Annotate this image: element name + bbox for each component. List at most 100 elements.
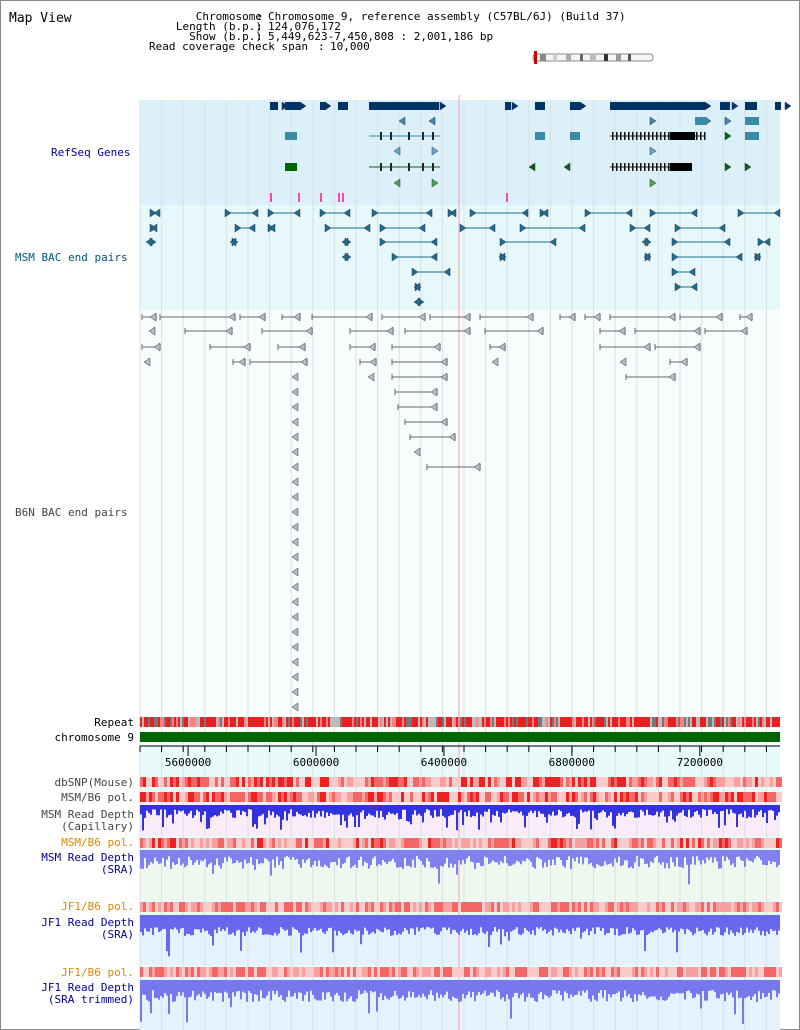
repeat-segment — [390, 717, 392, 727]
depth-bar — [472, 915, 474, 936]
depth-bar — [648, 915, 650, 934]
repeat-segment — [368, 717, 370, 727]
polymorphism-cell — [383, 902, 386, 912]
depth-bar — [702, 850, 704, 861]
depth-bar — [496, 850, 498, 863]
bac-end-arrow — [243, 342, 251, 352]
depth-bar — [656, 805, 658, 812]
depth-bar — [404, 980, 406, 1001]
depth-bar — [180, 850, 182, 866]
polymorphism-cell — [470, 902, 473, 912]
polymorphism-cell — [770, 967, 773, 977]
refseq-genes[interactable] — [270, 101, 792, 202]
depth-bar — [416, 850, 418, 857]
depth-bar — [676, 915, 678, 953]
depth-bar — [310, 980, 312, 991]
depth-bar — [554, 805, 556, 816]
polymorphism-cell — [323, 792, 326, 802]
depth-bar — [400, 915, 402, 935]
polymorphism-cell — [239, 792, 242, 802]
repeat-segment — [572, 717, 574, 727]
depth-bar — [536, 980, 538, 1002]
polymorphism-cell — [722, 838, 725, 848]
bac-end-arrow — [723, 237, 731, 247]
polymorphism-cell — [224, 777, 227, 787]
depth-bar — [302, 980, 304, 1001]
track-label-msm-depth-cap-sub: (Capillary) — [61, 820, 134, 833]
polymorphism-cell — [458, 902, 461, 912]
depth-bar — [186, 915, 188, 934]
polymorphism-cell — [275, 838, 278, 848]
polymorphism-cell — [701, 902, 704, 912]
polymorphism-cell — [266, 967, 269, 977]
depth-bar — [624, 850, 626, 861]
polymorphism-cell — [665, 838, 668, 848]
depth-bar — [616, 915, 618, 929]
bac-end-arrow — [341, 252, 349, 262]
chromosome-ideogram[interactable] — [528, 50, 658, 66]
polymorphism-cell — [683, 777, 686, 787]
polymorphism-cell — [461, 838, 464, 848]
depth-bar — [314, 850, 316, 861]
depth-bar — [164, 850, 166, 867]
b6n-bac-end-pairs[interactable] — [141, 312, 753, 712]
polymorphism-cell — [407, 967, 410, 977]
repeat-segment — [288, 717, 290, 727]
depth-bar — [454, 915, 456, 931]
depth-bar — [532, 850, 534, 867]
bac-end-arrow — [291, 657, 299, 667]
polymorphism-cell — [497, 838, 500, 848]
depth-bar — [434, 915, 436, 934]
polymorphism-cell — [161, 777, 164, 787]
depth-bar — [662, 915, 664, 934]
bac-end-arrow — [291, 507, 299, 517]
polymorphism-cell — [731, 967, 734, 977]
polymorphism-cell — [623, 967, 626, 977]
depth-bar — [742, 915, 744, 936]
polymorphism-cell — [434, 902, 437, 912]
depth-bar — [206, 850, 208, 868]
polymorphism-cell — [167, 777, 170, 787]
polymorphism-cell — [524, 902, 527, 912]
depth-bar — [738, 915, 740, 933]
repeat-segment — [280, 717, 282, 727]
depth-bar — [708, 980, 710, 991]
polymorphism-cell — [542, 902, 545, 912]
bac-end-arrow — [541, 208, 549, 218]
depth-bar — [160, 915, 162, 931]
depth-bar — [596, 850, 598, 865]
depth-bar — [668, 850, 670, 869]
polymorphism-cell — [203, 777, 206, 787]
depth-bar — [590, 850, 592, 863]
depth-bar — [232, 850, 234, 864]
depth-bar — [538, 805, 540, 812]
depth-bar — [656, 980, 658, 1000]
repeat-segment — [740, 717, 742, 727]
depth-bar — [636, 850, 638, 857]
depth-bar — [694, 915, 696, 934]
depth-bar — [324, 805, 326, 818]
polymorphism-cell — [143, 967, 146, 977]
polymorphism-cell — [344, 967, 347, 977]
polymorphism-cell — [158, 792, 161, 802]
depth-bar — [750, 915, 752, 930]
depth-bar — [628, 805, 630, 813]
polymorphism-cell — [209, 838, 212, 848]
polymorphism-cell — [254, 777, 257, 787]
polymorphism-cell — [233, 902, 236, 912]
polymorphism-cell — [572, 777, 575, 787]
polymorphism-cell — [242, 902, 245, 912]
repeat-segment — [342, 717, 344, 727]
depth-bar — [762, 980, 764, 993]
depth-bar — [448, 850, 450, 868]
repeat-segment — [588, 717, 590, 727]
repeat-segment — [422, 717, 424, 727]
depth-bar — [238, 915, 240, 930]
polymorphism-cell — [566, 967, 569, 977]
polymorphism-cell — [656, 777, 659, 787]
msm-bac-end-pairs[interactable] — [145, 208, 781, 307]
polymorphism-cell — [734, 902, 737, 912]
depth-bar — [358, 980, 360, 991]
polymorphism-cell — [716, 902, 719, 912]
